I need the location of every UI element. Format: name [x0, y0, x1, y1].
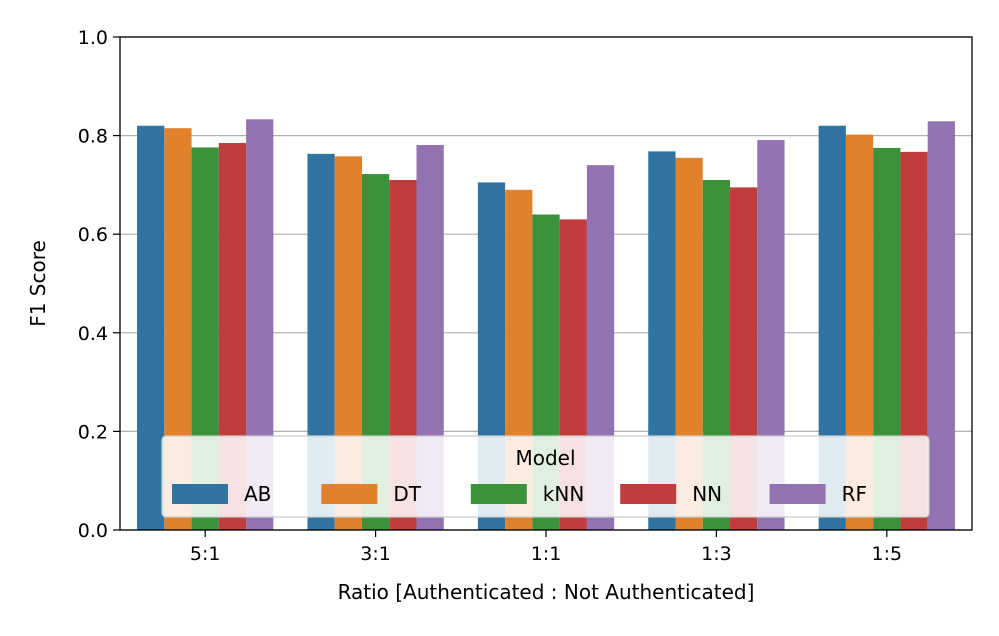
- y-tick-label: 0.4: [78, 323, 108, 345]
- x-tick-label: 1:5: [872, 543, 903, 565]
- legend-swatch-kNN: [470, 484, 527, 504]
- y-tick-label: 0.0: [78, 520, 108, 542]
- legend-items: AB DT kNN NN RF: [172, 482, 867, 506]
- legend-swatch-NN: [620, 484, 677, 504]
- legend-title: Model: [515, 446, 575, 470]
- y-tick-label: 0.2: [78, 421, 108, 443]
- x-tick-label: 3:1: [360, 543, 391, 565]
- y-tick-label: 1.0: [78, 27, 108, 49]
- x-axis: 5:1 3:1 1:1 1:3 1:5: [190, 530, 902, 565]
- legend: Model AB DT kNN NN RF: [161, 435, 930, 518]
- legend-swatch-RF: [769, 484, 826, 504]
- legend-label: AB: [244, 482, 271, 506]
- legend-swatch-AB: [172, 484, 228, 504]
- y-axis-title: F1 Score: [26, 240, 50, 327]
- legend-label: NN: [692, 482, 722, 506]
- legend-label: RF: [842, 482, 867, 506]
- x-axis-title: Ratio [Authenticated : Not Authenticated…: [338, 580, 755, 604]
- bar-AB-5:1: [137, 125, 165, 531]
- x-tick-label: 1:3: [701, 543, 732, 565]
- legend-label: kNN: [543, 482, 585, 506]
- y-axis: 0.0 0.2 0.4 0.6 0.8 1.0: [78, 27, 120, 542]
- y-tick-label: 0.8: [78, 126, 108, 148]
- x-tick-label: 1:1: [531, 543, 562, 565]
- legend-swatch-DT: [321, 484, 378, 504]
- x-tick-label: 5:1: [190, 543, 221, 565]
- bar-RF-1:5: [927, 121, 955, 530]
- y-tick-label: 0.6: [78, 224, 108, 246]
- legend-label: DT: [393, 482, 421, 506]
